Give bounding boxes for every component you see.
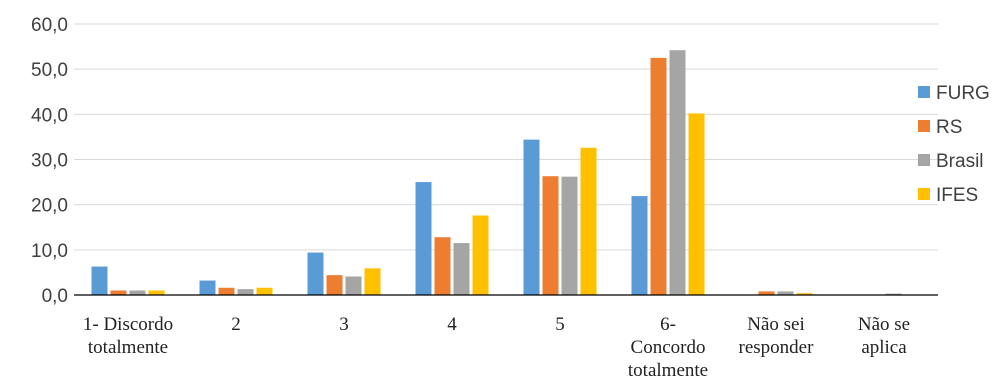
legend-swatch	[918, 86, 930, 98]
bar	[885, 293, 902, 295]
gridlines	[74, 23, 938, 251]
bar	[364, 268, 381, 295]
x-tick-label-line: 6-	[660, 314, 676, 335]
x-tick-label-line: totalmente	[628, 360, 708, 381]
bar	[199, 280, 216, 295]
bar	[580, 147, 597, 295]
legend-label: RS	[936, 117, 962, 138]
bar	[256, 287, 273, 295]
bar	[542, 176, 559, 295]
bars	[91, 50, 902, 296]
x-tick-label-line: Não se	[858, 314, 910, 335]
y-tick-label: 10,0	[31, 241, 68, 262]
x-tick-label-line: Concordo	[631, 337, 706, 358]
legend-label: Brasil	[936, 151, 984, 172]
bar	[148, 290, 165, 295]
x-tick-label-line: responder	[739, 337, 815, 358]
bar	[453, 243, 470, 295]
x-tick-label-line: totalmente	[88, 337, 168, 358]
y-tick-label: 60,0	[31, 15, 68, 36]
x-tick-label: Não se aplica	[858, 314, 910, 358]
x-tick-label-line: 1- Discordo	[83, 314, 173, 335]
x-tick-label-line: 4	[447, 314, 457, 335]
bar	[110, 290, 127, 295]
x-tick-label-line: 5	[555, 314, 565, 335]
bar	[523, 139, 540, 295]
x-tick-label: 1- Discordo totalmente	[83, 314, 173, 358]
y-axis-ticks: 0,0 10,0 20,0 30,0 40,0 50,0 60,0	[31, 15, 68, 307]
x-tick-label-line: 2	[231, 314, 241, 335]
legend-swatch	[918, 188, 930, 200]
y-tick-label: 0,0	[42, 286, 68, 307]
bar	[345, 276, 362, 295]
x-tick-label-line: Não sei	[747, 314, 805, 335]
y-tick-label: 50,0	[31, 60, 68, 81]
legend-swatch	[918, 154, 930, 166]
bar	[415, 182, 432, 295]
legend: FURG RS Brasil IFES	[918, 83, 990, 206]
bar	[218, 287, 235, 295]
bar	[688, 113, 705, 296]
bar	[237, 289, 254, 295]
x-tick-label: 2	[231, 314, 241, 335]
x-tick-label-line: aplica	[861, 337, 907, 358]
legend-swatch	[918, 120, 930, 132]
bar	[434, 237, 451, 295]
bar	[777, 291, 794, 295]
bar	[91, 266, 108, 295]
x-tick-label: 5	[555, 314, 565, 335]
x-tick-label: Não sei responder	[739, 314, 815, 358]
x-tick-label: 3	[339, 314, 349, 335]
x-tick-label-line: 3	[339, 314, 349, 335]
legend-label: FURG	[936, 83, 990, 104]
y-tick-label: 30,0	[31, 151, 68, 172]
bar	[669, 50, 686, 296]
bar	[307, 252, 324, 295]
bar	[326, 275, 343, 295]
bar	[472, 215, 489, 295]
bar	[561, 176, 578, 295]
x-tick-label: 4	[447, 314, 457, 335]
x-tick-label: 6-Concordo totalmente	[628, 314, 708, 381]
legend-label: IFES	[936, 185, 978, 206]
y-tick-label: 40,0	[31, 105, 68, 126]
bar	[650, 57, 667, 296]
bar	[758, 291, 775, 295]
y-tick-label: 20,0	[31, 196, 68, 217]
bar	[129, 290, 146, 295]
bar	[631, 196, 648, 295]
bar	[796, 293, 813, 295]
